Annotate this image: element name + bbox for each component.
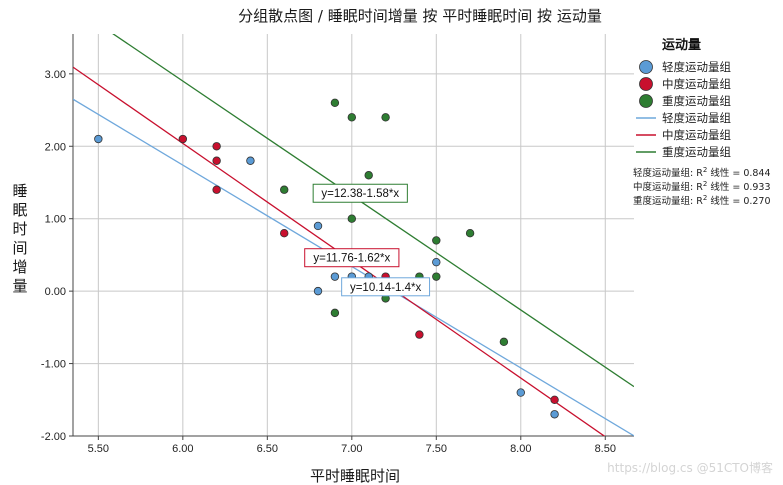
data-point-light xyxy=(313,221,323,231)
y-tick-label: 1.00 xyxy=(45,214,66,226)
x-tick-label: 8.00 xyxy=(510,443,531,455)
x-tick-label: 5.50 xyxy=(88,443,109,455)
data-point-medium xyxy=(212,156,221,165)
data-point-heavy xyxy=(330,98,340,108)
legend-marker-heavy xyxy=(639,94,653,108)
legend-label: 中度运动量组 xyxy=(662,77,731,91)
r2-summary: 轻度运动量组: R2 线性 = 0.844 xyxy=(633,166,771,179)
data-point-light xyxy=(246,156,255,165)
x-tick-label: 6.50 xyxy=(257,443,278,455)
legend: 运动量 轻度运动量组中度运动量组重度运动量组轻度运动量组中度运动量组重度运动量组… xyxy=(633,38,771,207)
y-tick-label: -1.00 xyxy=(41,359,66,371)
legend-label: 轻度运动量组 xyxy=(662,111,731,125)
data-point-light xyxy=(516,388,525,397)
y-axis-title: 睡眠时间增量 xyxy=(12,182,27,295)
x-tick-label: 7.00 xyxy=(341,443,362,455)
watermark: https://blog.cs @51CTO博客 xyxy=(607,460,773,475)
y-axis-title-char: 增 xyxy=(12,258,27,276)
y-axis-title-char: 间 xyxy=(12,239,27,257)
x-axis-title: 平时睡眠时间 xyxy=(310,467,400,485)
chart-title: 分组散点图 / 睡眠时间增量 按 平时睡眠时间 按 运动量 xyxy=(238,7,602,25)
legend-label: 重度运动量组 xyxy=(662,94,731,108)
data-point-heavy xyxy=(364,171,373,180)
data-point-heavy xyxy=(347,214,357,223)
fit-equation-heavy: y=12.38-1.58*x xyxy=(312,183,408,203)
data-point-heavy xyxy=(280,185,289,194)
data-point-heavy xyxy=(499,337,509,347)
data-point-medium xyxy=(550,395,559,404)
y-axis-title-char: 时 xyxy=(12,220,27,238)
y-tick-label: 0.00 xyxy=(45,286,66,298)
y-axis-title-char: 眠 xyxy=(12,201,27,219)
data-point-medium xyxy=(212,185,221,194)
y-axis-title-char: 量 xyxy=(12,277,27,295)
legend-marker-light xyxy=(639,60,653,74)
legend-label: 中度运动量组 xyxy=(662,128,731,142)
legend-label: 轻度运动量组 xyxy=(662,60,731,74)
data-point-light xyxy=(94,134,103,144)
fit-equation-text: y=11.76-1.62*x xyxy=(313,253,390,265)
x-tick-label: 6.00 xyxy=(172,443,193,455)
data-point-heavy xyxy=(347,113,357,122)
r2-summary: 重度运动量组: R2 线性 = 0.270 xyxy=(633,194,771,207)
fit-equation-box xyxy=(341,277,431,297)
data-point-light xyxy=(550,410,559,419)
fit-equation-text: y=12.38-1.58*x xyxy=(321,188,399,200)
fit-line-light xyxy=(73,98,634,436)
data-point-light xyxy=(330,272,340,281)
y-tick-label: 2.00 xyxy=(45,141,66,153)
data-point-heavy xyxy=(465,228,475,238)
legend-label: 重度运动量组 xyxy=(662,145,731,159)
data-point-heavy xyxy=(381,113,390,122)
r2-summary: 中度运动量组: R2 线性 = 0.933 xyxy=(633,180,771,193)
x-tick-label: 7.50 xyxy=(426,443,447,455)
data-point-light xyxy=(432,257,441,267)
y-axis-title-char: 睡 xyxy=(12,182,27,200)
fit-equation-light: y=10.14-1.4*x xyxy=(341,277,431,297)
data-point-heavy xyxy=(330,308,340,318)
data-point-medium xyxy=(415,330,424,339)
data-point-light xyxy=(313,286,323,296)
legend-title: 运动量 xyxy=(662,38,701,53)
plot-background xyxy=(73,34,634,436)
data-point-medium xyxy=(280,228,289,238)
x-tick-label: 8.50 xyxy=(595,443,616,455)
data-point-medium xyxy=(178,134,188,144)
data-point-medium xyxy=(212,142,221,151)
y-tick-label: -2.00 xyxy=(41,431,66,443)
data-point-heavy xyxy=(432,236,441,245)
y-tick-label: 3.00 xyxy=(45,69,66,81)
fit-equation-box xyxy=(312,183,408,203)
fit-equation-box xyxy=(304,248,400,268)
fit-equation-medium: y=11.76-1.62*x xyxy=(304,248,400,268)
fit-equation-text: y=10.14-1.4*x xyxy=(350,282,422,294)
data-point-heavy xyxy=(432,272,441,281)
plot-area: 5.50 6.00 6.50 7.00 7.50 8.00 8.50 3.00 2.00 1.00… xyxy=(41,34,634,455)
legend-marker-medium xyxy=(639,77,653,91)
